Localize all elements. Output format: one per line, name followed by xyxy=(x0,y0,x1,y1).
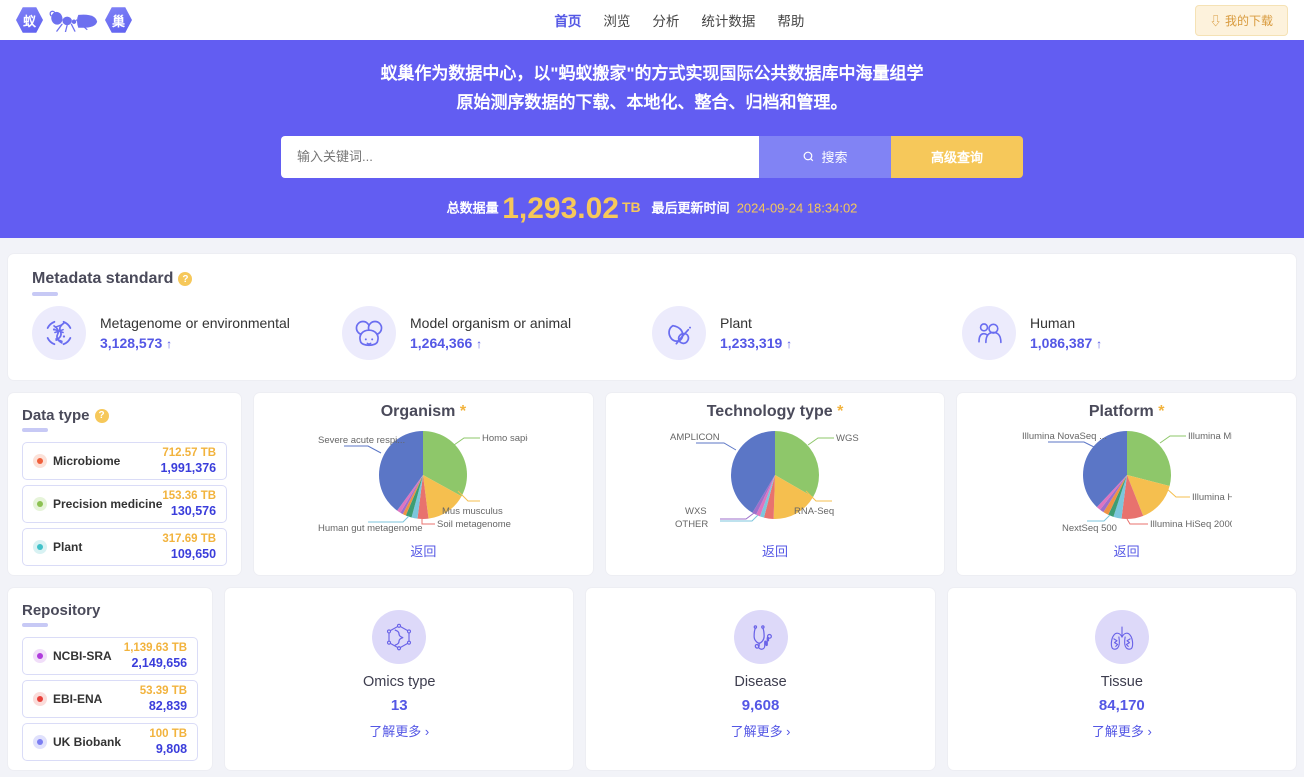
svg-text:NextSeq 500: NextSeq 500 xyxy=(1062,523,1117,533)
svg-text:Homo sapiens: Homo sapiens xyxy=(482,433,528,444)
svg-text:Illumina HiSeq 2000: Illumina HiSeq 2000 xyxy=(1150,519,1232,530)
svg-text:Illumina NovaSeq ...: Illumina NovaSeq ... xyxy=(1022,431,1107,442)
svg-text:RNA-Seq: RNA-Seq xyxy=(794,506,834,517)
svg-text:Illumina MiSeq: Illumina MiSeq xyxy=(1188,431,1232,442)
svg-text:Soil metagenome: Soil metagenome xyxy=(437,519,511,530)
svg-text:WXS: WXS xyxy=(685,506,707,517)
svg-text:OTHER: OTHER xyxy=(675,519,708,530)
svg-text:Human gut metagenome: Human gut metagenome xyxy=(318,523,423,533)
svg-text:Mus musculus: Mus musculus xyxy=(442,506,503,517)
svg-text:Severe acute respi...: Severe acute respi... xyxy=(318,435,405,446)
svg-text:WGS: WGS xyxy=(836,433,859,444)
svg-text:AMPLICON: AMPLICON xyxy=(670,432,720,443)
svg-text:Illumina HiSeq 2...: Illumina HiSeq 2... xyxy=(1192,492,1232,503)
